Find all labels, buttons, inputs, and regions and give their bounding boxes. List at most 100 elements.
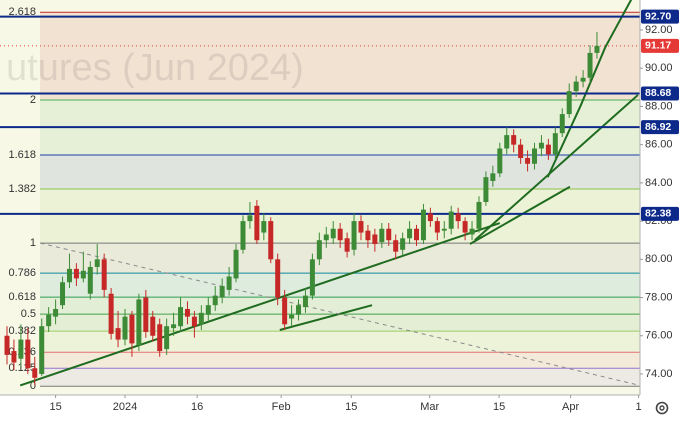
y-tick-label: 86.00 bbox=[645, 139, 673, 151]
trendline bbox=[279, 304, 373, 331]
candle-body bbox=[212, 295, 218, 306]
x-tick-label: 2024 bbox=[113, 401, 137, 413]
settings-icon[interactable] bbox=[655, 401, 669, 415]
candle-body bbox=[87, 266, 93, 294]
candle-body bbox=[53, 309, 59, 317]
candle-body bbox=[483, 177, 489, 202]
fib-band bbox=[40, 331, 640, 353]
candle-body bbox=[441, 228, 447, 231]
candle-body bbox=[434, 221, 440, 233]
candle-body bbox=[476, 201, 482, 229]
candle-body bbox=[261, 221, 267, 233]
candle-body bbox=[448, 211, 454, 229]
x-axis-background bbox=[0, 395, 640, 421]
y-tick-label: 92.00 bbox=[645, 24, 673, 36]
trendline bbox=[474, 94, 639, 241]
candle-body bbox=[532, 148, 538, 164]
candle-body bbox=[94, 259, 100, 267]
x-tick-label: 16 bbox=[191, 401, 203, 413]
candle-body bbox=[129, 314, 135, 344]
candle-body bbox=[157, 324, 163, 352]
candle-body bbox=[393, 240, 399, 252]
candle-body bbox=[407, 228, 413, 239]
candle-body bbox=[358, 221, 364, 233]
fib-label: 0.382 bbox=[8, 325, 36, 337]
candle-body bbox=[164, 326, 170, 350]
x-tick-label: 15 bbox=[49, 401, 61, 413]
candle-body bbox=[39, 326, 45, 374]
gear-hub[interactable] bbox=[659, 405, 665, 411]
fib-band bbox=[40, 368, 640, 387]
candle-body bbox=[275, 259, 281, 298]
candle-body bbox=[233, 249, 239, 279]
price-tag bbox=[641, 206, 679, 221]
candle-body bbox=[32, 368, 38, 378]
candle-body bbox=[184, 309, 190, 317]
price-tag-label: 92.70 bbox=[645, 10, 671, 22]
candle-body bbox=[372, 234, 378, 245]
candle-body bbox=[573, 81, 579, 92]
candle-body bbox=[587, 52, 593, 78]
candle-body bbox=[108, 293, 114, 334]
candle-body bbox=[122, 316, 128, 340]
gear-ring[interactable] bbox=[655, 401, 669, 415]
candle-body bbox=[455, 213, 461, 222]
candle-body bbox=[296, 305, 302, 315]
fib-label: 1.382 bbox=[8, 183, 36, 195]
fib-band bbox=[40, 243, 640, 274]
candle-body bbox=[18, 339, 24, 359]
candle-body bbox=[351, 221, 357, 250]
candle-body bbox=[25, 339, 31, 369]
plot-background bbox=[0, 0, 640, 395]
fib-label: 1.618 bbox=[8, 149, 36, 161]
candle-body bbox=[73, 268, 79, 279]
fib-label: 0.786 bbox=[8, 267, 36, 279]
candle-body bbox=[247, 215, 253, 222]
candle-body bbox=[101, 259, 107, 290]
candle-body bbox=[594, 45, 600, 53]
watermark: utures (Jun 2024) bbox=[6, 47, 304, 89]
price-tag bbox=[641, 86, 679, 101]
price-tag-label: 86.92 bbox=[645, 121, 671, 133]
fib-band bbox=[40, 352, 640, 369]
candle-body bbox=[136, 299, 142, 346]
candle-body bbox=[525, 158, 531, 164]
candle-body bbox=[171, 324, 177, 329]
candle-body bbox=[469, 228, 475, 235]
fib-label: 0 bbox=[30, 380, 36, 392]
candle-body bbox=[518, 144, 524, 159]
fib-band bbox=[40, 297, 640, 315]
trendline bbox=[19, 222, 501, 387]
price-tag-label: 82.38 bbox=[645, 208, 671, 220]
candle-body bbox=[268, 221, 274, 260]
x-tick-label: Mar bbox=[420, 401, 439, 413]
candle-body bbox=[379, 228, 385, 243]
candle-body bbox=[11, 351, 17, 363]
x-tick-label: 1 bbox=[636, 401, 642, 413]
y-tick-label: 76.00 bbox=[645, 330, 673, 342]
candle-body bbox=[4, 335, 10, 355]
axes: 92.0090.0088.0086.0084.0082.0080.0078.00… bbox=[49, 9, 679, 413]
candle-body bbox=[511, 135, 517, 145]
candle-body bbox=[226, 276, 232, 290]
candle-body bbox=[414, 228, 420, 241]
candle-body bbox=[427, 213, 433, 222]
y-tick-label: 88.00 bbox=[645, 100, 673, 112]
candle-body bbox=[80, 270, 86, 279]
fib-label: 0.5 bbox=[21, 308, 36, 320]
candle-body bbox=[330, 228, 336, 239]
candle-body bbox=[580, 77, 586, 82]
candle-body bbox=[552, 133, 558, 155]
x-tick-label: Feb bbox=[272, 401, 291, 413]
price-tag bbox=[641, 120, 679, 135]
x-tick-label: Apr bbox=[562, 401, 579, 413]
candle-body bbox=[420, 209, 426, 241]
price-tag bbox=[641, 38, 679, 53]
candle-body bbox=[344, 238, 350, 252]
x-tick-label: 15 bbox=[345, 401, 357, 413]
price-tag-label: 91.17 bbox=[645, 40, 671, 52]
candle-body bbox=[60, 282, 66, 306]
candle-body bbox=[178, 307, 184, 327]
candle-body bbox=[66, 268, 72, 283]
candle-body bbox=[400, 238, 406, 250]
